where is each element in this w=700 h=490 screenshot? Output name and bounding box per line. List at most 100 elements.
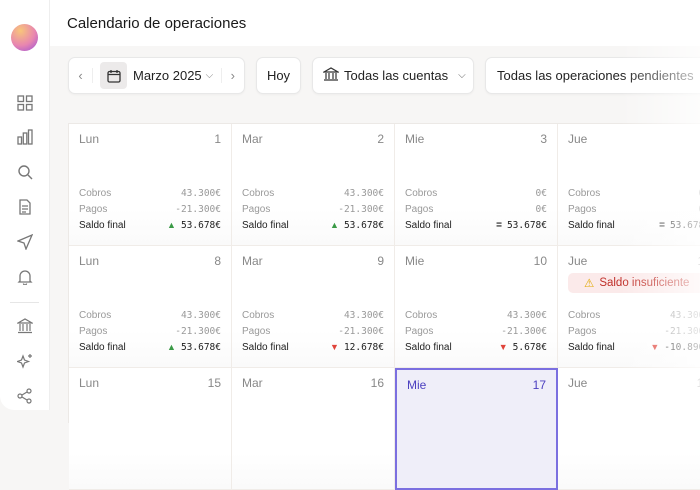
trend-up-icon: ▲ bbox=[330, 220, 339, 230]
bell-icon[interactable] bbox=[16, 268, 34, 286]
search-icon[interactable] bbox=[16, 163, 34, 181]
saldo-row: Saldo final ▼ 12.678€ bbox=[242, 342, 384, 353]
pagos-value: -21.300€ bbox=[175, 204, 221, 215]
saldo-label: Saldo final bbox=[242, 342, 289, 353]
pagos-value: -21.300€ bbox=[664, 326, 700, 337]
cobros-value: 0€ bbox=[535, 188, 547, 199]
calendar-icon[interactable] bbox=[100, 62, 127, 89]
dashboard-icon[interactable] bbox=[16, 94, 34, 112]
calendar-day-cell[interactable]: Mie 10 Cobros 43.300€ Pagos -21.300€ Saldo f… bbox=[395, 246, 558, 368]
cobros-row: Cobros 43.300€ bbox=[79, 188, 221, 199]
chart-icon[interactable] bbox=[16, 128, 34, 146]
today-button[interactable]: Hoy bbox=[256, 57, 301, 94]
weekday-label: Lun bbox=[79, 132, 100, 146]
calendar-day-cell[interactable]: Lun 15 bbox=[69, 368, 232, 490]
day-number: 1 bbox=[214, 132, 221, 146]
chevron-down-icon[interactable]: ⌵ bbox=[205, 70, 214, 81]
trend-up-icon: ▲ bbox=[167, 342, 176, 352]
calendar-day-cell[interactable]: Mar 16 bbox=[232, 368, 395, 490]
saldo-label: Saldo final bbox=[79, 342, 126, 353]
weekday-label: Mie bbox=[407, 378, 427, 392]
saldo-value: 53.678€ bbox=[180, 220, 221, 231]
calendar-day-cell[interactable]: Mie 3 Cobros 0€ Pagos 0€ Saldo final = 53.678€ bbox=[395, 124, 558, 246]
weekday-label: Mar bbox=[242, 132, 263, 146]
calendar-day-cell[interactable]: Lun 8 Cobros 43.300€ Pagos -21.300€ Saldo fi… bbox=[69, 246, 232, 368]
saldo-label: Saldo final bbox=[568, 220, 615, 231]
pagos-value: -21.300€ bbox=[175, 326, 221, 337]
calendar-day-cell[interactable]: Lun 1 Cobros 43.300€ Pagos -21.300€ Saldo fi… bbox=[69, 124, 232, 246]
saldo-label: Saldo final bbox=[79, 220, 126, 231]
calendar-day-cell[interactable]: Mar 9 Cobros 43.300€ Pagos -21.300€ Saldo fi… bbox=[232, 246, 395, 368]
cobros-row: Cobros 43.300€ bbox=[79, 310, 221, 321]
saldo-label: Saldo final bbox=[568, 342, 615, 353]
day-number: 2 bbox=[377, 132, 384, 146]
trend-down-icon: ▼ bbox=[650, 342, 660, 352]
cobros-row: Cobros 43.300€ bbox=[405, 310, 547, 321]
avatar[interactable] bbox=[11, 24, 38, 51]
weekday-label: Mar bbox=[242, 376, 263, 390]
cobros-row: Cobros 0€ bbox=[405, 188, 547, 199]
share-icon[interactable] bbox=[16, 387, 34, 405]
day-number: 16 bbox=[370, 376, 384, 390]
saldo-row: Saldo final = 53.678€ bbox=[405, 220, 547, 231]
page-title: Calendario de operaciones bbox=[67, 15, 247, 32]
bank-icon[interactable] bbox=[16, 317, 34, 335]
pagos-row: Pagos -21.300€ bbox=[79, 326, 221, 337]
calendar-day-cell[interactable]: Jue 18 bbox=[558, 368, 700, 490]
pagos-row: Pagos 0€ bbox=[405, 204, 547, 215]
warning-icon: ⚠ bbox=[584, 278, 595, 290]
pagos-label: Pagos bbox=[242, 204, 271, 215]
pagos-value: -21.300€ bbox=[501, 326, 547, 337]
send-icon[interactable] bbox=[16, 233, 34, 251]
calendar-day-cell[interactable]: Mar 2 Cobros 43.300€ Pagos -21.300€ Saldo fi… bbox=[232, 124, 395, 246]
chevron-down-icon: ⌵ bbox=[458, 70, 466, 81]
operations-label: Todas las operaciones pendientes bbox=[497, 68, 694, 83]
cobros-label: Cobros bbox=[405, 310, 438, 321]
weekday-label: Mar bbox=[242, 254, 263, 268]
weekday-label: Mie bbox=[405, 254, 425, 268]
weekday-label: Mie bbox=[405, 132, 425, 146]
calendar-day-cell[interactable]: Mie 17 bbox=[395, 368, 558, 490]
document-icon[interactable] bbox=[16, 198, 34, 216]
equal-icon: = bbox=[659, 220, 665, 231]
pagos-row: Pagos -21.300€ bbox=[79, 204, 221, 215]
cobros-row: Cobros 43.300€ bbox=[242, 310, 384, 321]
saldo-label: Saldo final bbox=[242, 220, 289, 231]
accounts-dropdown[interactable]: Todas las cuentas ⌵ bbox=[312, 57, 474, 94]
trend-down-icon: ▼ bbox=[330, 342, 339, 352]
operations-dropdown[interactable]: Todas las operaciones pendientes ⌵ bbox=[485, 57, 700, 94]
cobros-label: Cobros bbox=[79, 188, 112, 199]
bank-icon bbox=[321, 67, 341, 84]
trend-down-icon: ▼ bbox=[498, 342, 508, 352]
cobros-label: Cobros bbox=[568, 310, 601, 321]
cobros-value: 43.300€ bbox=[180, 188, 221, 199]
prev-month-button[interactable]: ‹ bbox=[69, 68, 93, 83]
calendar-grid: Lun 1 Cobros 43.300€ Pagos -21.300€ Saldo fi… bbox=[68, 123, 700, 490]
sidebar bbox=[0, 0, 50, 410]
day-number: 18 bbox=[696, 376, 700, 390]
day-number: 8 bbox=[214, 254, 221, 268]
pagos-label: Pagos bbox=[568, 204, 597, 215]
next-month-button[interactable]: › bbox=[221, 68, 243, 83]
pagos-label: Pagos bbox=[405, 204, 434, 215]
weekday-label: Jue bbox=[568, 254, 588, 268]
month-label[interactable]: Marzo 2025 bbox=[133, 68, 202, 83]
saldo-row: Saldo final = 53.678€ bbox=[568, 220, 700, 231]
saldo-value: 53.678€ bbox=[506, 220, 547, 231]
cobros-label: Cobros bbox=[79, 310, 112, 321]
weekday-label: Lun bbox=[79, 376, 100, 390]
cobros-label: Cobros bbox=[568, 188, 601, 199]
pagos-row: Pagos -21.300€ bbox=[568, 326, 700, 337]
sparkles-icon[interactable] bbox=[16, 352, 34, 370]
warning-text: Saldo insuficiente bbox=[599, 277, 690, 289]
sidebar-divider bbox=[10, 302, 39, 303]
weekday-label: Jue bbox=[568, 376, 588, 390]
saldo-value: 53.678€ bbox=[343, 220, 384, 231]
pagos-label: Pagos bbox=[79, 204, 108, 215]
weekday-label: Lun bbox=[79, 254, 100, 268]
pagos-value: 0€ bbox=[535, 204, 547, 215]
saldo-value: -10.890€ bbox=[664, 342, 700, 353]
